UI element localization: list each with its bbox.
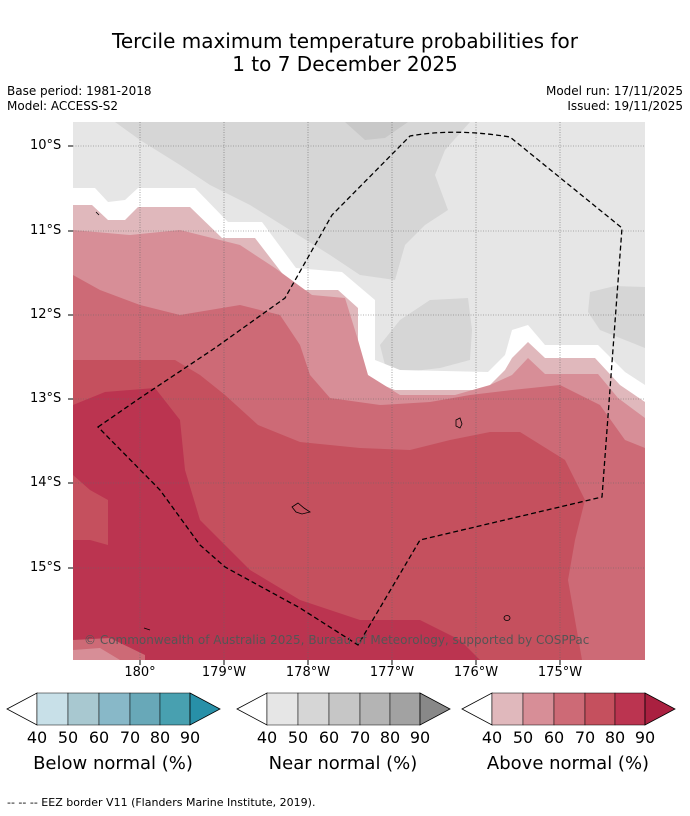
gridlines	[73, 122, 645, 660]
colorbar-segment	[129, 692, 161, 726]
model-name: Model: ACCESS-S2	[7, 99, 119, 113]
near-normal-region-50	[115, 122, 470, 280]
map-fill-layers	[73, 122, 645, 660]
meta-right: Model run: 17/11/2025 Issued: 19/11/2025	[546, 84, 683, 114]
lon-label: 176°W	[453, 665, 499, 680]
colorbar-tick: 50	[512, 728, 534, 747]
colorbar-tick: 80	[379, 728, 401, 747]
colorbar-label-above-normal: Above normal (%)	[486, 753, 650, 774]
above-normal-region-80	[73, 388, 480, 660]
above-normal-region-50	[73, 648, 120, 660]
lat-label: 11°S	[30, 223, 62, 238]
colorbar-tick: 40	[26, 728, 48, 747]
colorbar-segment	[359, 692, 391, 726]
colorbar-tick: 40	[481, 728, 503, 747]
lon-label: 175°W	[537, 665, 583, 680]
meta-left: Base period: 1981-2018 Model: ACCESS-S2	[7, 84, 152, 114]
colorbar-tick: 50	[57, 728, 79, 747]
eez-border	[96, 131, 623, 646]
colorbar-segment	[297, 692, 330, 726]
probability-map	[68, 122, 645, 665]
island-outline	[95, 211, 100, 216]
colorbar-tick: 60	[88, 728, 110, 747]
colorbar-tick: 60	[318, 728, 340, 747]
colorbar-segment	[67, 692, 100, 726]
colorbar-tick: 90	[179, 728, 201, 747]
colorbar-segment	[389, 692, 421, 726]
colorbar-tick: 60	[543, 728, 565, 747]
map-title-line1: Tercile maximum temperature probabilitie…	[112, 29, 578, 53]
colorbar-extend-max	[644, 692, 676, 726]
island-outline	[455, 417, 463, 429]
model-run: Model run: 17/11/2025	[545, 84, 683, 98]
colorbar-tick: 80	[604, 728, 626, 747]
base-period: Base period: 1981-2018	[7, 84, 152, 98]
near-normal-region-60	[345, 122, 408, 140]
colorbar-extend-min	[236, 692, 268, 726]
map-title: Tercile maximum temperature probabilitie…	[0, 30, 690, 76]
colorbar-segment	[522, 692, 555, 726]
colorbar-segment	[98, 692, 131, 726]
near-normal-region-50	[588, 286, 645, 348]
colorbar-above-normal	[461, 692, 676, 726]
colorbar-label-below-normal: Below normal (%)	[33, 753, 193, 774]
colorbar-extend-max	[419, 692, 451, 726]
eez-legend-footer: -- -- -- EEZ border V11 (Flanders Marine…	[7, 796, 316, 809]
colorbar-segment	[328, 692, 361, 726]
axis-ticks	[68, 145, 561, 665]
colorbar-segment	[491, 692, 524, 726]
colorbar-tick: 70	[574, 728, 596, 747]
colorbar-segment	[266, 692, 299, 726]
near-normal-region-50	[380, 298, 472, 372]
colorbar-tick: 70	[349, 728, 371, 747]
colorbar-extend-max	[189, 692, 221, 726]
colorbar-extend-min	[6, 692, 38, 726]
lat-label: 13°S	[30, 391, 62, 406]
lon-label: 179°W	[201, 665, 247, 680]
colorbar-tick: 70	[119, 728, 141, 747]
lat-label: 15°S	[30, 560, 62, 575]
island-outline	[503, 615, 511, 621]
colorbar-segment	[553, 692, 586, 726]
colorbar-tick: 90	[409, 728, 431, 747]
above-normal-region-70	[73, 475, 108, 545]
colorbar-label-near-normal: Near normal (%)	[268, 753, 418, 774]
island-outline	[143, 627, 151, 631]
colorbar-segment	[584, 692, 616, 726]
colorbar-segment	[614, 692, 646, 726]
island-outline	[291, 502, 311, 515]
lat-label: 10°S	[30, 138, 62, 153]
lat-label: 12°S	[30, 307, 62, 322]
copyright-notice: © Commonwealth of Australia 2025, Bureau…	[84, 633, 590, 647]
map-title-line2: 1 to 7 December 2025	[232, 52, 458, 76]
lon-label: 180°	[124, 665, 156, 680]
colorbar-below-normal	[6, 692, 221, 726]
colorbar-tick: 40	[256, 728, 278, 747]
colorbar-tick: 50	[287, 728, 309, 747]
colorbar-tick: 80	[149, 728, 171, 747]
lat-label: 14°S	[30, 475, 62, 490]
colorbar-segment	[159, 692, 191, 726]
colorbar-near-normal	[236, 692, 451, 726]
colorbar-tick: 90	[634, 728, 656, 747]
lon-label: 178°W	[285, 665, 331, 680]
issued-date: Issued: 19/11/2025	[567, 99, 683, 113]
lon-label: 177°W	[369, 665, 415, 680]
colorbar-segment	[36, 692, 69, 726]
colorbar-extend-min	[461, 692, 493, 726]
